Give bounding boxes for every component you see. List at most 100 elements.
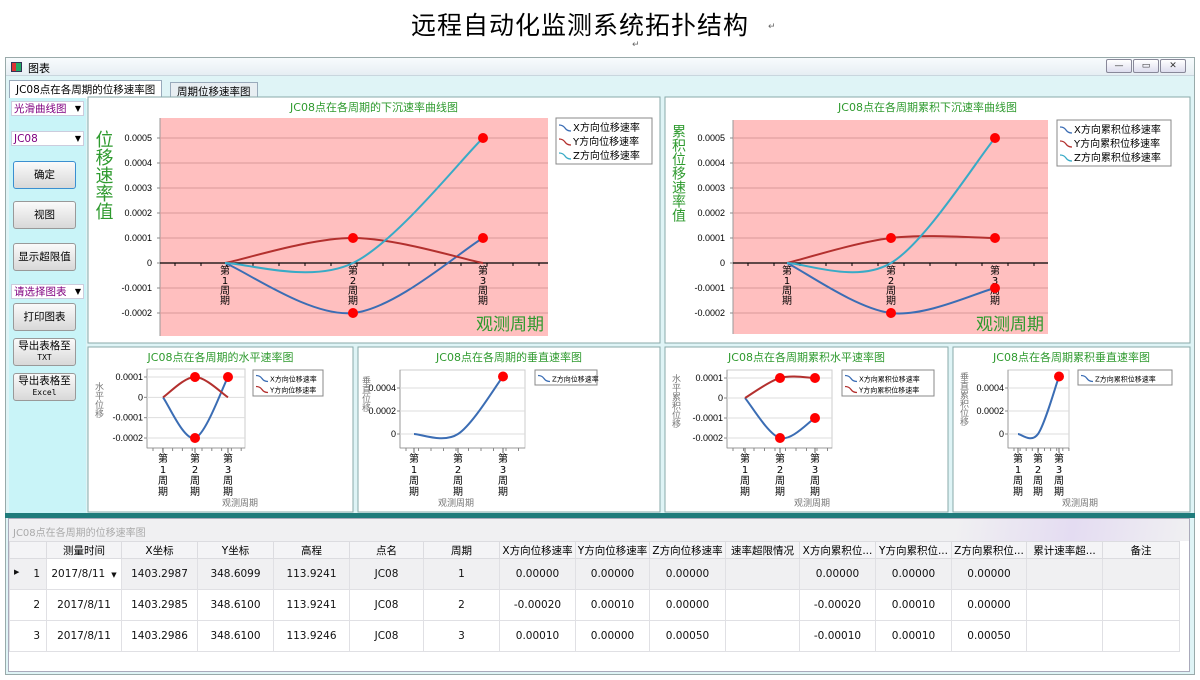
column-header[interactable]: X方向位移速率	[499, 541, 576, 559]
chart-select[interactable]: 请选择图表 ▼	[11, 284, 84, 299]
table-cell[interactable]: -0.00010	[799, 620, 876, 652]
table-cell[interactable]: 0.00010	[499, 620, 576, 652]
table-cell[interactable]: 0.00000	[951, 589, 1027, 621]
table-cell[interactable]: 0.00000	[499, 558, 576, 590]
table-row[interactable]: 2 2017/8/11 1403.2985 348.6100 113.9241 JC08 2…	[9, 589, 1180, 621]
table-cell[interactable]: 113.9246	[273, 620, 350, 652]
table-cell[interactable]	[725, 620, 800, 652]
column-header[interactable]: 备注	[1102, 541, 1180, 559]
table-cell[interactable]: -0.00020	[799, 589, 876, 621]
column-header[interactable]: Y坐标	[197, 541, 274, 559]
curve-type-select[interactable]: 光滑曲线图 ▼	[11, 101, 84, 116]
table-cell[interactable]: 0.00000	[799, 558, 876, 590]
column-header[interactable]: 周期	[423, 541, 500, 559]
table-cell[interactable]: 0.00000	[575, 620, 650, 652]
row-header[interactable]: ▶ 1	[9, 558, 47, 590]
legend-line-icon	[558, 152, 572, 160]
plot-area	[399, 369, 526, 449]
table-cell[interactable]: 3	[423, 620, 500, 652]
table-cell[interactable]: 0.00000	[951, 558, 1027, 590]
table-cell[interactable]	[1026, 558, 1103, 590]
data-point-marker	[775, 433, 785, 443]
table-cell[interactable]	[725, 558, 800, 590]
tab-point-rate-chart[interactable]: JC08点在各周期的位移速率图	[9, 80, 163, 99]
column-header[interactable]: X方向累积位...	[799, 541, 876, 559]
y-tick-label: 0.0003	[124, 183, 152, 193]
legend-label: Y方向位移速率	[572, 135, 639, 148]
table-cell[interactable]: 2	[423, 589, 500, 621]
table-cell[interactable]	[1026, 589, 1103, 621]
column-header[interactable]: 速率超限情况	[725, 541, 800, 559]
table-cell[interactable]: JC08	[349, 620, 424, 652]
column-header[interactable]: 测量时间	[46, 541, 122, 559]
column-header[interactable]: 累计速率超...	[1026, 541, 1103, 559]
table-cell[interactable]: 0.00050	[649, 620, 726, 652]
sidebar: 光滑曲线图 ▼ JC08 ▼ 确定 视图 显示超限值 请选择图表 ▼ 打印图表 导出表…	[9, 98, 86, 514]
table-cell[interactable]: 348.6100	[197, 620, 274, 652]
column-header[interactable]: X坐标	[121, 541, 198, 559]
table-cell[interactable]: 2017/8/11 ▼	[46, 558, 122, 590]
x-tick-label: 第 2 周期	[453, 452, 463, 498]
table-cell[interactable]: 0.00000	[649, 589, 726, 621]
print-chart-button[interactable]: 打印图表	[13, 303, 76, 331]
table-row[interactable]: ▶ 1 2017/8/11 ▼ 1403.2987 348.6099 113.9241 JC0…	[9, 558, 1180, 590]
confirm-button[interactable]: 确定	[13, 161, 76, 189]
table-cell[interactable]	[1026, 620, 1103, 652]
column-header[interactable]: Y方向累积位...	[875, 541, 952, 559]
point-select[interactable]: JC08 ▼	[11, 131, 84, 146]
table-cell[interactable]: 0.00050	[951, 620, 1027, 652]
splitter[interactable]	[5, 513, 1195, 518]
tab-period-rate-chart[interactable]: 周期位移速率图	[170, 82, 258, 98]
table-cell[interactable]: JC08	[349, 558, 424, 590]
cell-value: 0.00000	[590, 630, 635, 642]
table-cell[interactable]: 1	[423, 558, 500, 590]
table-cell[interactable]: 1403.2985	[121, 589, 198, 621]
table-cell[interactable]: 1403.2986	[121, 620, 198, 652]
table-cell[interactable]: 113.9241	[273, 589, 350, 621]
table-cell[interactable]: 0.00000	[649, 558, 726, 590]
cell-value: 2	[458, 599, 465, 611]
table-cell[interactable]: 113.9241	[273, 558, 350, 590]
table-cell[interactable]: 2017/8/11	[46, 589, 122, 621]
y-tick-label: -0.0001	[121, 283, 152, 293]
table-cell[interactable]: 1403.2987	[121, 558, 198, 590]
row-header[interactable]: 3	[9, 620, 47, 652]
export-txt-button[interactable]: 导出表格至 TXT	[13, 338, 76, 366]
table-cell[interactable]	[1102, 558, 1180, 590]
row-number: 1	[33, 568, 40, 580]
minimize-button[interactable]: —	[1106, 59, 1132, 73]
maximize-button[interactable]: ▭	[1133, 59, 1159, 73]
data-point-marker	[886, 308, 896, 318]
chevron-down-icon[interactable]: ▼	[111, 571, 117, 579]
table-cell[interactable]: JC08	[349, 589, 424, 621]
table-cell[interactable]	[725, 589, 800, 621]
column-header[interactable]: Z方向累积位...	[951, 541, 1027, 559]
table-cell[interactable]: 0.00010	[575, 589, 650, 621]
table-cell[interactable]: 2017/8/11	[46, 620, 122, 652]
view-button[interactable]: 视图	[13, 201, 76, 229]
y-tick-label: 0.0001	[695, 373, 723, 383]
legend-label: X方向位移速率	[270, 375, 317, 384]
table-cell[interactable]: 0.00010	[875, 589, 952, 621]
show-limit-button[interactable]: 显示超限值	[13, 243, 76, 271]
row-header[interactable]: 2	[9, 589, 47, 621]
chart-title: JC08点在各周期的下沉速率曲线图	[289, 100, 458, 114]
table-cell[interactable]: 0.00000	[875, 558, 952, 590]
table-cell[interactable]: 0.00000	[575, 558, 650, 590]
table-cell[interactable]: 0.00010	[875, 620, 952, 652]
column-header[interactable]: 点名	[349, 541, 424, 559]
table-cell[interactable]: 348.6099	[197, 558, 274, 590]
export-excel-button[interactable]: 导出表格至 Excel	[13, 373, 76, 401]
table-cell[interactable]: 348.6100	[197, 589, 274, 621]
x-tick-label: 第 1 周期	[158, 452, 168, 498]
column-header[interactable]: Y方向位移速率	[575, 541, 650, 559]
cell-value: 0.00000	[665, 599, 710, 611]
column-header[interactable]: 高程	[273, 541, 350, 559]
table-row[interactable]: 3 2017/8/11 1403.2986 348.6100 113.9246 JC08 3…	[9, 620, 1180, 652]
table-cell[interactable]	[1102, 620, 1180, 652]
close-button[interactable]: ✕	[1160, 59, 1186, 73]
window-title: 图表	[28, 62, 50, 75]
table-cell[interactable]: -0.00020	[499, 589, 576, 621]
table-cell[interactable]	[1102, 589, 1180, 621]
column-header[interactable]: Z方向位移速率	[649, 541, 726, 559]
